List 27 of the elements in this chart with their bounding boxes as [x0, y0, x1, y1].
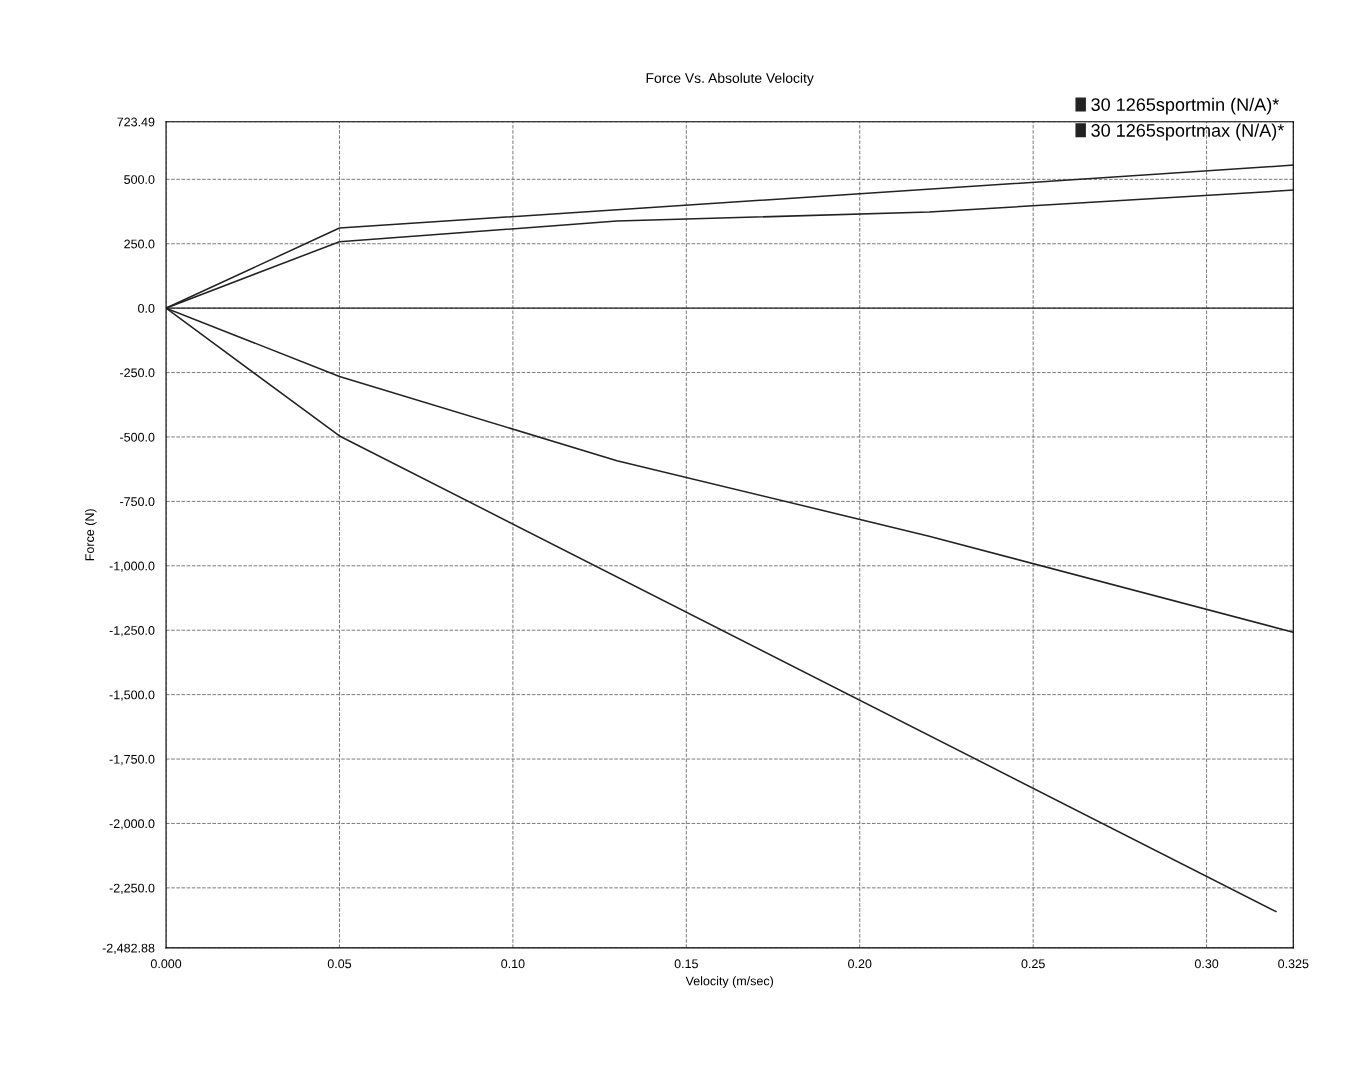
y-tick-label: -250.0	[120, 368, 155, 378]
y-tick-label: 500.0	[124, 175, 155, 184]
y-axis-title: Force (N)	[84, 509, 97, 561]
x-tick-label: 0.325	[1278, 959, 1309, 969]
x-tick-label: 0.20	[848, 959, 872, 969]
y-tick-label: -1,250.0	[109, 626, 155, 637]
x-tick-label: 0.10	[501, 959, 525, 969]
x-tick-label: 0.05	[327, 959, 352, 969]
x-tick-label: 0.000	[150, 959, 182, 969]
y-tick-label: -2,250.0	[109, 883, 155, 894]
x-tick-label: 0.25	[1021, 959, 1045, 969]
x-tick-label: 0.30	[1194, 959, 1219, 969]
y-tick-label: -1,000.0	[109, 561, 155, 572]
y-tick-label: -500.0	[120, 432, 155, 442]
y-tick-label: 0.0	[138, 303, 155, 313]
legend-label: 30 1265sportmin (N/A)*	[1091, 97, 1279, 115]
y-tick-label: -750.0	[120, 497, 155, 507]
y-tick-label: -2,482.88	[102, 943, 155, 954]
x-axis-title: Velocity (m/sec)	[685, 976, 774, 988]
x-tick-label: 0.15	[674, 959, 698, 969]
y-tick-label: -2,000.0	[109, 819, 155, 830]
y-tick-label: -1,750.0	[109, 754, 155, 766]
legend-label: 30 1265sportmax (N/A)*	[1091, 123, 1284, 141]
y-tick-label: 723.49	[117, 117, 155, 127]
y-tick-label: -1,500.0	[109, 690, 155, 701]
chart-title: Force Vs. Absolute Velocity	[646, 72, 814, 86]
y-tick-label: 250.0	[124, 239, 155, 249]
